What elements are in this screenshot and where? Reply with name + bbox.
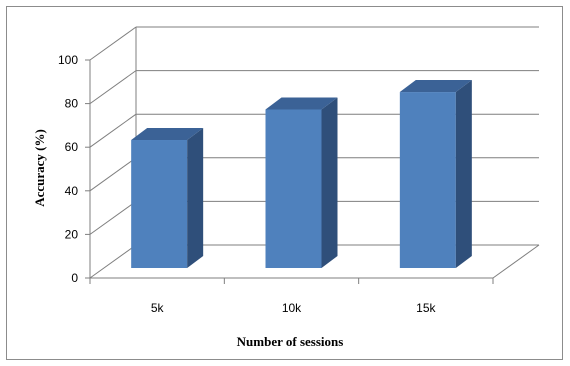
bars [131, 80, 472, 269]
gridline-diagonal [89, 26, 137, 61]
y-tick-label: 100 [58, 53, 78, 67]
bar-front [265, 109, 322, 269]
bar-5k [131, 128, 204, 268]
gridline-diagonal [89, 244, 137, 279]
bar-side [455, 80, 472, 268]
y-tick-label: 0 [71, 271, 78, 285]
gridline-diagonal [89, 157, 137, 192]
x-axis-title: Number of sessions [237, 334, 344, 349]
x-tick-label: 10k [282, 301, 302, 315]
y-tick-label: 80 [65, 97, 79, 111]
y-tick-labels: 0 20 40 60 80 100 [58, 53, 90, 285]
bar-top [265, 97, 338, 110]
x-tick-label: 15k [416, 301, 436, 315]
gridline-diagonal [89, 113, 137, 148]
bar-side [187, 128, 204, 268]
bar-front [131, 140, 188, 268]
gridline-diagonal [89, 70, 137, 105]
x-tick-label: 5k [151, 301, 165, 315]
x-tick-labels: 5k 10k 15k [89, 278, 494, 315]
bar-15k [399, 80, 472, 268]
floor-right-edge [492, 244, 540, 279]
bar-side [321, 97, 338, 269]
bar-top [399, 80, 472, 93]
gridline-diagonal [89, 200, 137, 235]
y-tick-label: 20 [65, 227, 79, 241]
bar-front [399, 92, 456, 268]
y-tick-label: 40 [65, 184, 79, 198]
bar-10k [265, 97, 338, 269]
y-axis-title: Accuracy (%) [32, 129, 47, 207]
y-tick-label: 60 [65, 140, 79, 154]
bar-top [131, 128, 204, 141]
